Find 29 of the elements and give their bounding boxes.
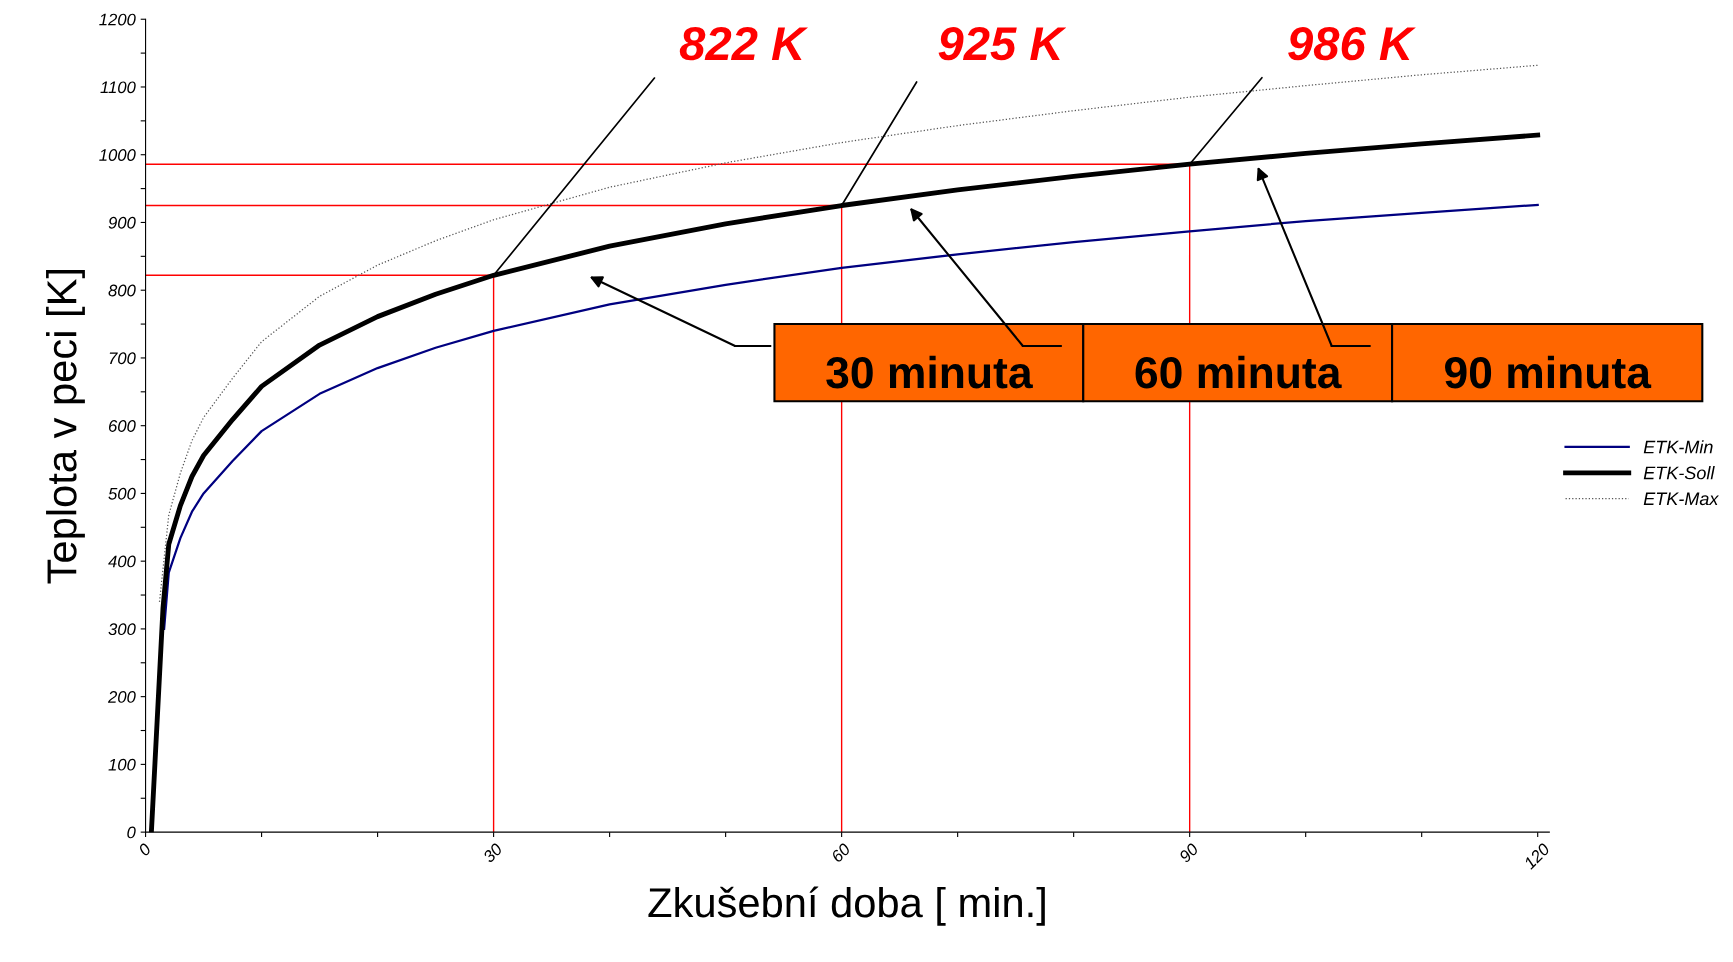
y-tick-label: 100: [108, 758, 136, 771]
x-tick-label: 30: [482, 842, 504, 864]
annotation: 925 K: [938, 26, 1067, 61]
y-tick-label: 500: [108, 487, 136, 500]
annotation: 30 minuta: [826, 355, 1033, 389]
y-tick-label: 300: [108, 623, 136, 636]
legend-label: ETK-Min: [1643, 440, 1713, 454]
annotation: 822 K: [679, 26, 809, 61]
y-tick-label: 1200: [99, 13, 136, 26]
y-tick-label: 200: [107, 691, 136, 703]
x-tick-label: 0: [137, 842, 152, 857]
y-axis-title: Teplota v peci [K]: [46, 270, 85, 584]
annotation: 986 K: [1288, 26, 1416, 61]
legend-label: ETK-Max: [1643, 492, 1719, 506]
x-axis-title: Zkušební doba [ min.]: [648, 886, 1045, 926]
legend-label: ETK-Soll: [1643, 466, 1715, 480]
x-tick-label: 120: [1522, 842, 1551, 870]
y-tick-label: 900: [108, 216, 136, 229]
x-tick-label: 60: [830, 842, 852, 863]
x-tick-label: 90: [1178, 842, 1200, 864]
y-tick-label: 800: [108, 284, 136, 297]
y-tick-label: 700: [109, 352, 136, 365]
annotation: 90 minuta: [1445, 355, 1652, 389]
y-tick-label: 0: [127, 826, 136, 839]
y-tick-label: 400: [108, 555, 136, 568]
annotation: 60 minuta: [1135, 355, 1342, 389]
y-tick-label: 600: [108, 420, 136, 432]
y-tick-label: 1100: [100, 81, 136, 94]
y-tick-label: 1000: [99, 149, 136, 161]
